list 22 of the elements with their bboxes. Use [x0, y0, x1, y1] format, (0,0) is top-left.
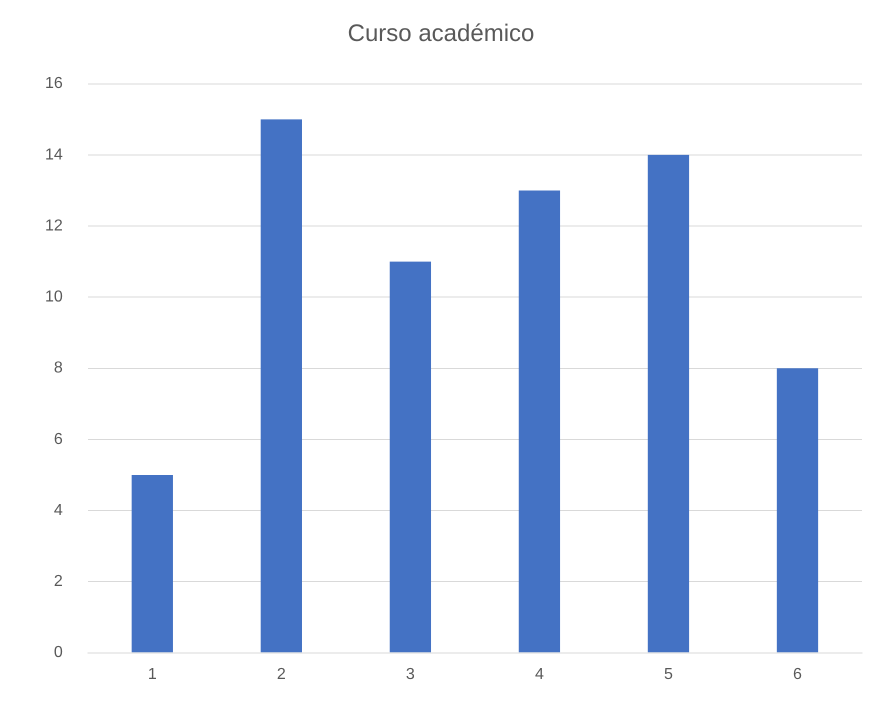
bar: [776, 368, 818, 652]
x-tick-label: 6: [793, 666, 802, 683]
bar: [132, 474, 173, 652]
y-tick-label: 10: [45, 288, 63, 306]
chart-title: Curso académico: [348, 20, 534, 48]
x-tick-label: 5: [664, 666, 673, 683]
x-tick-label: 3: [406, 666, 415, 683]
bar: [648, 154, 690, 652]
bar: [518, 190, 560, 652]
y-tick-label: 6: [54, 430, 63, 448]
y-tick-label: 4: [54, 502, 63, 519]
y-tick-label: 2: [54, 573, 63, 590]
x-tick-label: 2: [276, 666, 286, 683]
bar: [390, 262, 432, 652]
bar: [260, 119, 302, 652]
y-tick-label: 8: [54, 360, 63, 377]
y-tick-label: 0: [54, 644, 63, 662]
x-tick-label: 4: [534, 666, 544, 683]
y-tick-label: 14: [45, 146, 63, 164]
y-tick-label: 12: [45, 217, 63, 234]
x-tick-label: 1: [148, 666, 157, 683]
y-tick-label: 16: [45, 75, 63, 92]
